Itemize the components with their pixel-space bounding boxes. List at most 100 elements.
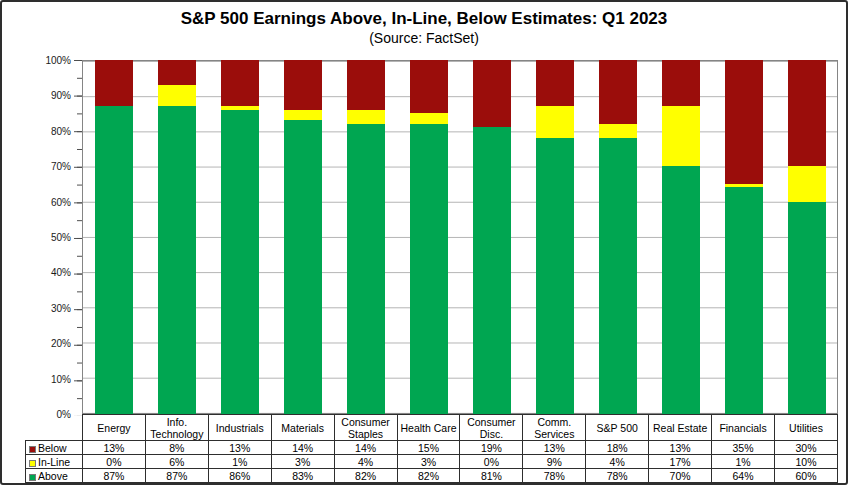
bar-segment-above [284, 120, 322, 414]
bar-segment-above [473, 127, 511, 414]
value-cell: 10% [774, 455, 837, 469]
value-cell: 78% [523, 469, 586, 483]
bar-segment-above [221, 110, 259, 414]
category-header: Consumer Staples [334, 415, 397, 441]
bar-segment-below [788, 60, 826, 166]
value-cell: 8% [145, 441, 208, 455]
y-tick-label: 100% [45, 55, 71, 66]
value-cell: 14% [271, 441, 334, 455]
data-table: EnergyInfo. TechnologyIndustrialsMateria… [25, 414, 838, 483]
bar-segment-below [410, 60, 448, 113]
bar-segment-inline [725, 184, 763, 188]
bar-segment-inline [788, 166, 826, 201]
bar-segment-above [95, 106, 133, 414]
bar-consumer-staples [334, 60, 397, 414]
bar-segment-above [725, 187, 763, 414]
table-row-above: Above87%87%86%83%82%82%81%78%78%70%64%60… [26, 469, 838, 483]
bar-segment-above [410, 124, 448, 414]
value-cell: 0% [83, 455, 146, 469]
bar-segment-inline [599, 124, 637, 138]
chart-frame: S&P 500 Earnings Above, In-Line, Below E… [0, 0, 848, 485]
bar-segment-inline [158, 85, 196, 106]
bar-segment-below [95, 60, 133, 106]
category-header: Consumer Disc. [460, 415, 523, 441]
category-header: Energy [83, 415, 146, 441]
bar-segment-below [725, 60, 763, 184]
bar-segment-below [599, 60, 637, 124]
value-cell: 13% [208, 441, 271, 455]
value-cell: 19% [460, 441, 523, 455]
bar-segment-below [347, 60, 385, 110]
bar-segment-inline [536, 106, 574, 138]
category-header: Comm. Services [523, 415, 586, 441]
bar-segment-inline [662, 106, 700, 166]
bar-s-p-500 [586, 60, 649, 414]
value-cell: 1% [712, 455, 775, 469]
category-header: Materials [271, 415, 334, 441]
category-header: Info. Technology [145, 415, 208, 441]
value-cell: 81% [460, 469, 523, 483]
value-cell: 60% [774, 469, 837, 483]
bar-series [82, 60, 838, 414]
value-cell: 82% [334, 469, 397, 483]
category-header: Health Care [397, 415, 460, 441]
y-tick-label: 80% [51, 125, 71, 136]
bar-segment-below [221, 60, 259, 106]
chart-subtitle: (Source: FactSet) [2, 30, 846, 46]
y-tick-label: 60% [51, 196, 71, 207]
bar-segment-below [158, 60, 196, 85]
legend-swatch-icon [29, 460, 36, 467]
bar-segment-below [284, 60, 322, 110]
y-tick-label: 50% [51, 232, 71, 243]
legend-label-below: Below [26, 441, 83, 455]
y-tick-label: 70% [51, 161, 71, 172]
value-cell: 17% [649, 455, 712, 469]
bar-segment-inline [284, 110, 322, 121]
bar-consumer-disc- [460, 60, 523, 414]
y-tick-label: 90% [51, 90, 71, 101]
value-cell: 64% [712, 469, 775, 483]
legend-swatch-icon [29, 474, 36, 481]
value-cell: 4% [586, 455, 649, 469]
value-cell: 30% [774, 441, 837, 455]
value-cell: 15% [397, 441, 460, 455]
bar-materials [271, 60, 334, 414]
value-cell: 3% [271, 455, 334, 469]
bar-segment-below [536, 60, 574, 106]
value-cell: 6% [145, 455, 208, 469]
value-cell: 13% [83, 441, 146, 455]
y-tick-label: 20% [51, 338, 71, 349]
value-cell: 1% [208, 455, 271, 469]
legend-swatch-icon [29, 446, 36, 453]
value-cell: 70% [649, 469, 712, 483]
y-tick-label: 30% [51, 302, 71, 313]
bar-segment-above [158, 106, 196, 414]
value-cell: 13% [523, 441, 586, 455]
value-cell: 86% [208, 469, 271, 483]
bar-segment-inline [347, 110, 385, 124]
bar-segment-above [536, 138, 574, 414]
bar-comm-services [523, 60, 586, 414]
bar-segment-above [599, 138, 637, 414]
value-cell: 82% [397, 469, 460, 483]
bar-health-care [397, 60, 460, 414]
category-header: Financials [712, 415, 775, 441]
value-cell: 13% [649, 441, 712, 455]
category-header: Utilities [774, 415, 837, 441]
table-corner-cell [26, 415, 83, 441]
value-cell: 14% [334, 441, 397, 455]
value-cell: 83% [271, 469, 334, 483]
y-tick-label: 40% [51, 267, 71, 278]
value-cell: 4% [334, 455, 397, 469]
bar-segment-below [473, 60, 511, 127]
bar-segment-above [788, 202, 826, 414]
value-cell: 87% [83, 469, 146, 483]
bar-real-estate [649, 60, 712, 414]
bar-segment-above [662, 166, 700, 414]
y-axis-labels: 0%10%20%30%40%50%60%70%80%90%100% [2, 60, 71, 414]
bar-segment-below [662, 60, 700, 106]
y-axis-major-ticks [74, 60, 82, 416]
category-header: S&P 500 [586, 415, 649, 441]
bar-financials [712, 60, 775, 414]
bar-segment-inline [221, 106, 259, 110]
